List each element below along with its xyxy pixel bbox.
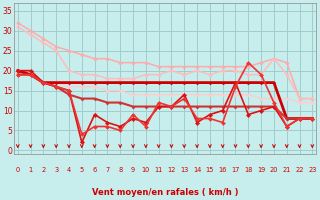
X-axis label: Vent moyen/en rafales ( km/h ): Vent moyen/en rafales ( km/h ) [92, 188, 238, 197]
